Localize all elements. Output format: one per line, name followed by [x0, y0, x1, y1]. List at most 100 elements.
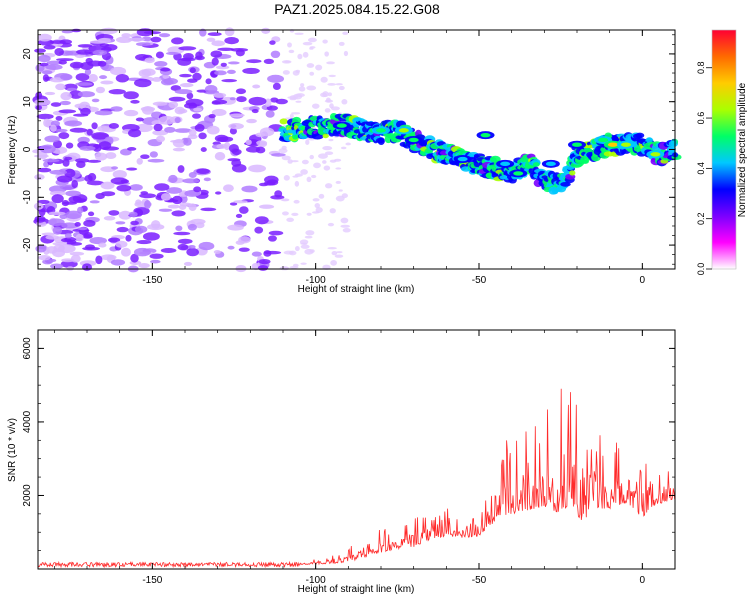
spectrogram-cell [173, 231, 191, 236]
spectrogram-cell [300, 242, 308, 245]
spectrogram-cell [305, 139, 310, 146]
spectrogram-cell [275, 98, 288, 105]
spectrogram-cell [227, 61, 240, 65]
spectrogram-cell [103, 215, 116, 221]
spectrogram-x-tick-label: -100 [306, 275, 326, 286]
spectrogram-cell [222, 184, 234, 193]
spectrogram-cell [340, 146, 347, 150]
spectrogram-cell [195, 51, 203, 60]
spectrogram-cell [238, 247, 250, 252]
spectrogram-cell [128, 37, 145, 42]
spectrogram-cell [86, 180, 105, 186]
spectrogram-cell [231, 159, 242, 167]
spectrogram-cell [532, 162, 540, 167]
spectrogram-cell [94, 152, 108, 161]
spectrogram-cell [129, 211, 138, 218]
spectrogram-cell [123, 91, 139, 100]
spectrogram-cell [64, 120, 83, 127]
spectrogram-cell [211, 57, 219, 66]
spectrogram-cell [192, 113, 201, 119]
spectrogram-cell [110, 177, 128, 185]
spectrogram-cell [62, 158, 70, 167]
spectrogram-cell [133, 247, 151, 257]
spectrogram-cell [200, 207, 217, 212]
spectrogram-cell [178, 46, 197, 51]
spectrogram-cell [144, 200, 152, 209]
spectrogram-cell [171, 37, 184, 45]
spectrogram-cell [270, 50, 281, 59]
spectrogram-cell [147, 158, 165, 163]
spectrogram-cell [311, 174, 317, 179]
spectrogram-cell [58, 244, 76, 254]
colorbar-label: Normalized spectral amplitude [737, 82, 748, 217]
spectrogram-cell [212, 99, 228, 105]
spectrogram-cell [266, 105, 278, 111]
spectrogram-cell [635, 132, 645, 139]
spectrogram-cell [152, 101, 168, 106]
spectrogram-cell [112, 170, 127, 179]
spectrogram-cell [189, 67, 196, 74]
spectrogram-cell [279, 266, 290, 271]
spectrogram-cell [150, 259, 161, 264]
spectrogram-cell [294, 245, 300, 252]
spectrogram-cell [607, 142, 618, 147]
spectrogram-cell [134, 225, 148, 234]
snr-y-tick-label: 6000 [22, 337, 33, 360]
spectrogram-cell [258, 258, 271, 265]
spectrogram-cell [341, 99, 348, 105]
spectrogram-cell [87, 211, 95, 217]
spectrogram-cell [214, 134, 229, 143]
spectrogram-cell [105, 152, 117, 159]
spectrogram-cell [152, 77, 162, 82]
spectrogram-cell [174, 106, 186, 115]
spectrogram-cell [342, 227, 351, 233]
spectrogram-cell [184, 102, 198, 109]
spectrogram-cell [297, 53, 303, 60]
spectrogram-cell [171, 195, 183, 205]
spectrogram-cell [177, 165, 185, 173]
spectrogram-cell [101, 191, 116, 197]
spectrogram-cell [91, 122, 98, 130]
spectrogram-cell [245, 139, 252, 146]
spectrogram-cell [123, 109, 139, 117]
spectrogram-cell [111, 166, 119, 170]
spectrogram-cell [187, 223, 197, 231]
spectrogram-cell [76, 160, 86, 169]
snr-x-tick-label: -50 [472, 575, 487, 586]
spectrogram-cell [50, 102, 62, 107]
spectrogram-cell [311, 103, 320, 109]
spectrogram-cell [229, 97, 236, 101]
spectrogram-cell [204, 85, 218, 94]
spectrogram-cell [188, 128, 197, 137]
spectrogram-cell [320, 76, 328, 83]
spectrogram-cell [87, 173, 97, 182]
spectrogram-cell [248, 164, 267, 173]
spectrogram-cell [312, 198, 320, 202]
spectrogram-cell [37, 33, 52, 42]
spectrogram-cell [158, 208, 173, 212]
spectrogram-cell [214, 151, 226, 161]
spectrogram-cell [342, 31, 349, 35]
spectrogram-cell [156, 135, 166, 143]
spectrogram-cell [71, 179, 79, 189]
spectrogram-cell [130, 253, 139, 263]
spectrogram-cell [158, 115, 176, 125]
spectrogram-cell [89, 40, 107, 44]
spectrogram-cell [160, 78, 174, 86]
spectrogram-cell [64, 232, 72, 239]
spectrogram-cell [179, 82, 194, 88]
spectrogram-cell [80, 107, 91, 116]
spectrogram-cell [287, 42, 292, 48]
spectrogram-cell [177, 238, 193, 244]
spectrogram-cell [398, 128, 409, 133]
spectrogram-cell [291, 212, 299, 217]
spectrogram-cell [233, 200, 248, 204]
spectrogram-cell [108, 237, 121, 243]
spectrogram-cell [140, 106, 156, 112]
spectrogram-cell [329, 208, 336, 214]
snr-y-tick-label: 4000 [22, 410, 33, 433]
spectrogram-cell [36, 113, 54, 120]
spectrogram-cell [206, 125, 220, 135]
